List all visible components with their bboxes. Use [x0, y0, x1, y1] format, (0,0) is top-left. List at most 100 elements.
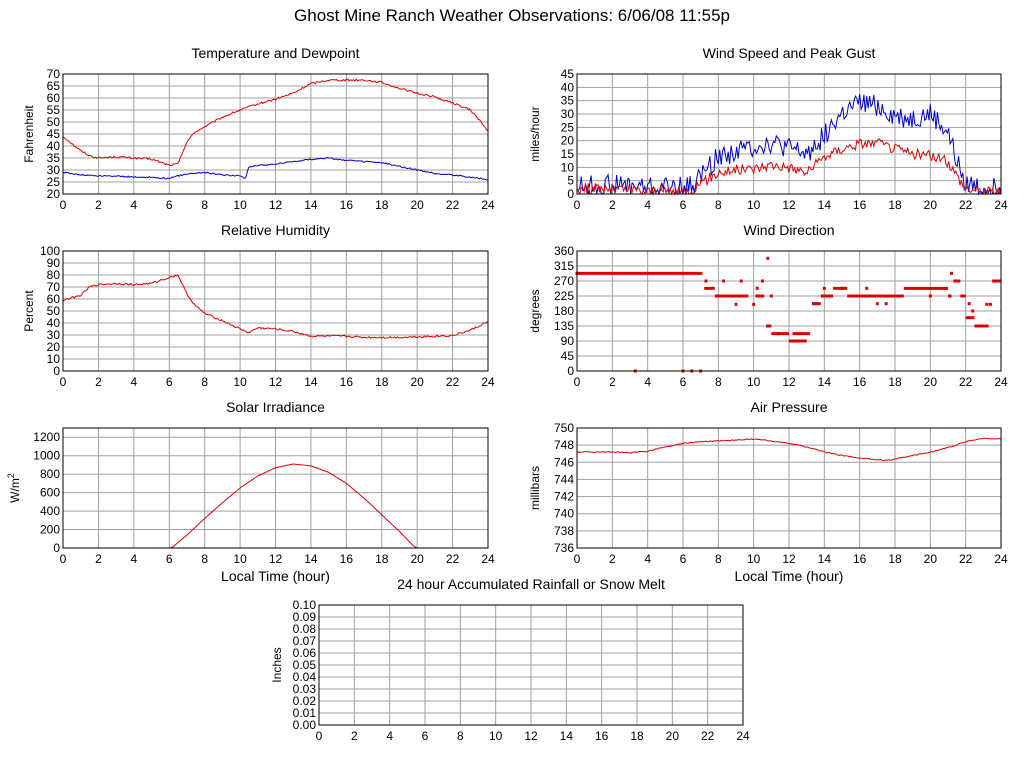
humidity-ytick-label: 70: [47, 280, 61, 294]
pressure-ytick-label: 742: [554, 490, 574, 504]
humidity-xtick-label: 4: [130, 375, 137, 389]
solar-ytick-label: 800: [40, 467, 60, 481]
wind-speed-xtick-label: 12: [782, 198, 796, 212]
solar-xtick-label: 12: [269, 552, 283, 566]
humidity-xtick-label: 14: [304, 375, 318, 389]
pressure-ylabel: millibars: [528, 466, 542, 510]
wind-speed-ytick-label: 20: [561, 134, 575, 148]
wind-direction-point: [766, 256, 770, 260]
wind-direction-point: [875, 302, 879, 306]
temperature-title: Temperature and Dewpoint: [191, 45, 359, 61]
rainfall-ytick-label: 0.07: [293, 634, 317, 648]
rainfall-ytick-label: 0.09: [293, 610, 317, 624]
pressure-ytick-label: 748: [554, 438, 574, 452]
humidity-ytick-label: 60: [47, 292, 61, 306]
solar-xtick-label: 8: [201, 552, 208, 566]
wind-direction-title: Wind Direction: [743, 222, 834, 238]
rainfall-xtick-label: 18: [630, 729, 644, 743]
rainfall-ytick-label: 0.05: [293, 658, 317, 672]
humidity-xtick-label: 6: [166, 375, 173, 389]
wind-speed-xtick-label: 8: [715, 198, 722, 212]
temperature-xtick-label: 18: [375, 198, 389, 212]
solar-xtick-label: 16: [340, 552, 354, 566]
wind-speed-xtick-label: 16: [853, 198, 867, 212]
rainfall-ytick-label: 0.01: [293, 706, 317, 720]
rainfall-xtick-label: 22: [701, 729, 715, 743]
wind-speed-xtick-label: 6: [680, 198, 687, 212]
wind-direction-point: [722, 279, 726, 283]
pressure-xtick-label: 14: [818, 552, 832, 566]
rainfall-xtick-label: 4: [386, 729, 393, 743]
solar-xtick-label: 6: [166, 552, 173, 566]
wind-direction-point: [814, 302, 817, 306]
pressure-xtick-label: 20: [924, 552, 938, 566]
wind-direction-point: [967, 302, 971, 306]
wind-speed-ytick-label: 40: [561, 80, 575, 94]
solar-xtick-label: 10: [233, 552, 247, 566]
wind-speed-xtick-label: 24: [994, 198, 1008, 212]
rainfall-ytick-label: 0.02: [293, 694, 317, 708]
wind-direction-ytick-label: 315: [554, 259, 574, 273]
humidity-ytick-label: 90: [47, 256, 61, 270]
wind-direction-xtick-label: 10: [747, 375, 761, 389]
pressure-ytick-label: 740: [554, 507, 574, 521]
pressure-ytick-label: 750: [554, 421, 574, 435]
rainfall-grid: [318, 604, 744, 726]
pressure-ytick-label: 746: [554, 455, 574, 469]
wind-direction-frame: [576, 250, 1002, 372]
rainfall-ytick-label: 0.08: [293, 622, 317, 636]
humidity-xtick-label: 12: [269, 375, 283, 389]
pressure-xtick-label: 18: [888, 552, 902, 566]
wind-speed-ytick-label: 5: [567, 174, 574, 188]
rainfall-chart: 24 hour Accumulated Rainfall or Snow Mel…: [270, 576, 750, 743]
temperature-xtick-label: 0: [60, 198, 67, 212]
humidity-xtick-label: 8: [201, 375, 208, 389]
wind-direction-xtick-label: 24: [994, 375, 1008, 389]
humidity-ytick-label: 100: [40, 244, 60, 258]
humidity-ytick-label: 30: [47, 328, 61, 342]
wind-speed-ytick-label: 25: [561, 120, 575, 134]
solar-ytick-label: 1000: [33, 449, 60, 463]
wind-direction-point: [755, 286, 759, 290]
solar-xtick-label: 22: [446, 552, 460, 566]
solar-xtick-label: 18: [375, 552, 389, 566]
wind-direction-xtick-label: 16: [853, 375, 867, 389]
wind-speed-ytick-label: 10: [561, 160, 575, 174]
wind-direction-ytick-label: 360: [554, 244, 574, 258]
temperature-frame: [62, 73, 489, 195]
rainfall-xtick-label: 16: [595, 729, 609, 743]
humidity-ytick-label: 50: [47, 304, 61, 318]
humidity-xtick-label: 2: [95, 375, 102, 389]
solar-xtick-label: 24: [481, 552, 495, 566]
wind-direction-point: [769, 294, 773, 298]
humidity-ytick-label: 40: [47, 316, 61, 330]
wind-direction-xtick-label: 6: [680, 375, 687, 389]
wind-direction-xtick-label: 14: [818, 375, 832, 389]
humidity-ytick-label: 10: [47, 352, 61, 366]
solar-ytick-label: 600: [40, 486, 60, 500]
wind-direction-point: [761, 279, 764, 283]
wind-speed-series-line-1: [576, 137, 1002, 196]
pressure-xtick-label: 8: [715, 552, 722, 566]
wind-speed-xtick-label: 10: [747, 198, 761, 212]
temperature-ytick-label: 70: [47, 67, 61, 81]
temperature-ytick-label: 40: [47, 139, 61, 153]
temperature-ytick-label: 25: [47, 175, 61, 189]
rainfall-ytick-label: 0.10: [293, 598, 317, 612]
solar-frame: [62, 427, 489, 549]
pressure-ytick-label: 736: [554, 541, 574, 555]
temperature-xtick-label: 12: [269, 198, 283, 212]
rainfall-xtick-label: 8: [457, 729, 464, 743]
pressure-xtick-label: 0: [574, 552, 581, 566]
temperature-xtick-label: 14: [304, 198, 318, 212]
solar-ytick-label: 400: [40, 504, 60, 518]
pressure-xtick-label: 16: [853, 552, 867, 566]
wind-direction-xtick-label: 12: [782, 375, 796, 389]
temperature-xtick-label: 2: [95, 198, 102, 212]
temperature-xtick-label: 22: [446, 198, 460, 212]
